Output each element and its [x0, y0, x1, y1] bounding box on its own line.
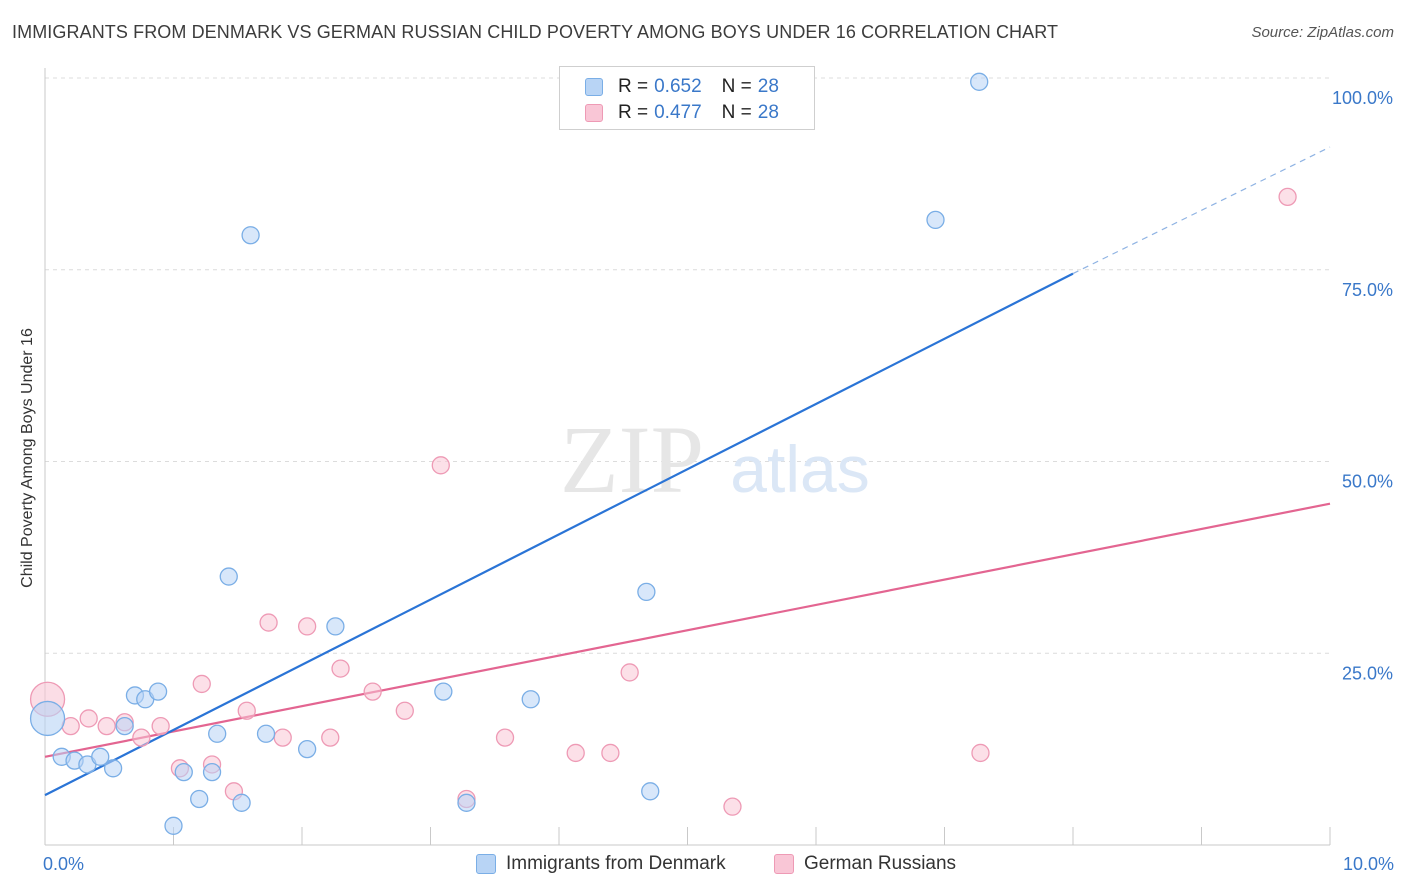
- source-label: Source: ZipAtlas.com: [1251, 24, 1394, 41]
- point-denmark: [641, 782, 660, 801]
- point-denmark: [241, 226, 260, 245]
- correlation-legend: R = 0.652 N = 28 R = 0.477 N = 28: [559, 66, 815, 130]
- legend-n-label: N =: [721, 76, 752, 97]
- legend-swatch-pink: [585, 104, 603, 122]
- legend-r-label: R =: [618, 102, 649, 123]
- watermark: ZIP atlas: [560, 406, 870, 513]
- point-denmark: [208, 724, 227, 743]
- point-german-russians: [431, 456, 450, 475]
- point-denmark: [434, 682, 453, 701]
- point-german-russians: [273, 728, 292, 747]
- point-german-russians: [1278, 187, 1297, 207]
- tick-labels: 25.0% 50.0% 75.0% 100.0% 0.0% 10.0%: [43, 88, 1394, 874]
- legend-r-value: 0.652: [654, 76, 702, 97]
- gridlines: [45, 77, 1333, 654]
- legend-n-value: 28: [757, 102, 779, 123]
- point-denmark: [202, 762, 222, 782]
- point-denmark: [970, 72, 989, 91]
- bottom-legend-swatch-blue: [476, 854, 496, 874]
- point-german-russians: [321, 728, 340, 747]
- trendline-german-russians: [44, 502, 1331, 758]
- point-denmark: [926, 210, 945, 230]
- point-german-russians: [620, 663, 639, 682]
- legend-r-value: 0.477: [654, 102, 702, 123]
- point-denmark: [219, 567, 238, 586]
- point-denmark: [148, 682, 168, 701]
- point-german-russians: [79, 709, 98, 728]
- y-tick-label: 25.0%: [1342, 663, 1393, 683]
- y-tick-label: 75.0%: [1342, 280, 1393, 300]
- point-german-russians: [566, 743, 585, 763]
- y-tick-label: 100.0%: [1332, 88, 1393, 108]
- point-denmark: [190, 789, 209, 809]
- data-points: [29, 72, 1297, 835]
- point-german-russians: [971, 743, 990, 763]
- point-denmark: [297, 739, 317, 759]
- point-denmark: [164, 816, 183, 835]
- y-axis-label: Child Poverty Among Boys Under 16: [19, 328, 36, 588]
- trendline-denmark: [44, 272, 1074, 797]
- point-denmark: [326, 617, 345, 636]
- trendline-denmark-extension: [1072, 146, 1331, 275]
- point-german-russians: [97, 716, 116, 736]
- trendlines: [44, 146, 1331, 797]
- point-german-russians: [723, 797, 742, 816]
- point-german-russians: [132, 728, 151, 747]
- bottom-legend-german-russians[interactable]: German Russians: [774, 852, 956, 876]
- legend-row-denmark: R = 0.652 N = 28: [585, 74, 779, 100]
- point-denmark: [29, 700, 66, 737]
- point-denmark: [457, 793, 476, 812]
- point-denmark: [91, 747, 110, 766]
- y-tick-label: 50.0%: [1342, 472, 1393, 492]
- legend-n-label: N =: [721, 102, 752, 123]
- point-denmark: [174, 762, 193, 782]
- bottom-legend-swatch-pink: [774, 854, 794, 874]
- legend-swatch-blue: [585, 78, 603, 96]
- point-denmark: [103, 759, 123, 778]
- point-denmark: [637, 582, 656, 602]
- point-german-russians: [395, 701, 414, 720]
- point-german-russians: [151, 716, 170, 736]
- legend-r-label: R =: [618, 76, 649, 97]
- bottom-legend-label: Immigrants from Denmark: [506, 853, 726, 874]
- point-german-russians: [192, 674, 211, 694]
- x-tick-label: 0.0%: [43, 854, 84, 874]
- bottom-legend-label: German Russians: [804, 853, 957, 874]
- legend-n-value: 28: [757, 76, 779, 97]
- watermark-atlas: atlas: [730, 432, 869, 506]
- point-german-russians: [297, 617, 317, 636]
- point-denmark: [115, 716, 134, 736]
- point-german-russians: [601, 743, 620, 763]
- legend-row-german-russians: R = 0.477 N = 28: [585, 100, 779, 126]
- chart-title: IMMIGRANTS FROM DENMARK VS GERMAN RUSSIA…: [12, 22, 1059, 42]
- point-german-russians: [259, 613, 278, 632]
- point-german-russians: [363, 682, 382, 701]
- point-german-russians: [237, 701, 256, 720]
- bottom-legend-denmark[interactable]: Immigrants from Denmark: [476, 852, 726, 876]
- point-german-russians: [331, 659, 350, 678]
- x-tick-label: 10.0%: [1343, 854, 1394, 874]
- point-denmark: [232, 793, 251, 812]
- point-denmark: [521, 690, 540, 709]
- point-denmark: [256, 724, 276, 743]
- point-german-russians: [495, 728, 515, 747]
- watermark-zip: ZIP: [560, 406, 704, 513]
